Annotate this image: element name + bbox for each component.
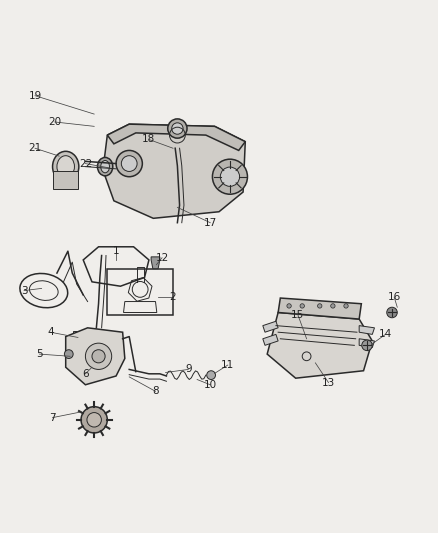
- Circle shape: [121, 156, 137, 172]
- Text: 11: 11: [221, 360, 234, 370]
- Circle shape: [387, 307, 397, 318]
- Circle shape: [87, 413, 102, 427]
- Circle shape: [207, 371, 215, 379]
- Text: 22: 22: [79, 159, 92, 168]
- Circle shape: [220, 167, 240, 187]
- Text: 21: 21: [28, 143, 42, 154]
- Text: 18: 18: [142, 134, 155, 144]
- Text: 1: 1: [113, 246, 120, 256]
- Text: 2: 2: [170, 292, 177, 302]
- Text: 17: 17: [204, 217, 217, 228]
- Text: 4: 4: [47, 327, 54, 337]
- Text: 5: 5: [36, 349, 43, 359]
- Circle shape: [168, 119, 187, 138]
- Polygon shape: [151, 257, 160, 269]
- Text: 10: 10: [204, 379, 217, 390]
- Circle shape: [212, 159, 247, 194]
- Circle shape: [344, 304, 348, 308]
- Circle shape: [287, 304, 291, 308]
- Bar: [53, 171, 78, 189]
- Polygon shape: [263, 321, 278, 332]
- Circle shape: [116, 150, 142, 177]
- Text: 19: 19: [28, 91, 42, 101]
- Text: 20: 20: [48, 117, 61, 127]
- Ellipse shape: [53, 151, 79, 182]
- Text: 3: 3: [21, 286, 28, 296]
- Text: 12: 12: [155, 253, 169, 263]
- Text: 13: 13: [322, 377, 335, 387]
- Polygon shape: [359, 339, 374, 348]
- Text: 15: 15: [291, 310, 304, 320]
- Ellipse shape: [57, 156, 74, 177]
- Circle shape: [172, 123, 183, 134]
- Text: 16: 16: [388, 292, 401, 302]
- Polygon shape: [278, 298, 361, 319]
- Polygon shape: [107, 124, 245, 150]
- Text: 8: 8: [152, 386, 159, 397]
- Text: 14: 14: [379, 329, 392, 340]
- Circle shape: [318, 304, 322, 308]
- Polygon shape: [359, 326, 374, 334]
- Circle shape: [85, 343, 112, 369]
- Circle shape: [300, 304, 304, 308]
- Bar: [107, 269, 173, 314]
- Ellipse shape: [101, 160, 110, 173]
- Circle shape: [331, 304, 335, 308]
- Circle shape: [81, 407, 107, 433]
- Circle shape: [92, 350, 105, 363]
- Text: 6: 6: [82, 369, 89, 379]
- Polygon shape: [267, 312, 372, 378]
- Text: 7: 7: [49, 413, 56, 423]
- Circle shape: [362, 340, 372, 351]
- Text: 9: 9: [185, 365, 192, 374]
- Polygon shape: [66, 328, 125, 385]
- Bar: [73, 332, 89, 342]
- Polygon shape: [263, 334, 278, 345]
- Ellipse shape: [97, 157, 113, 176]
- Polygon shape: [103, 124, 245, 219]
- Circle shape: [64, 350, 73, 359]
